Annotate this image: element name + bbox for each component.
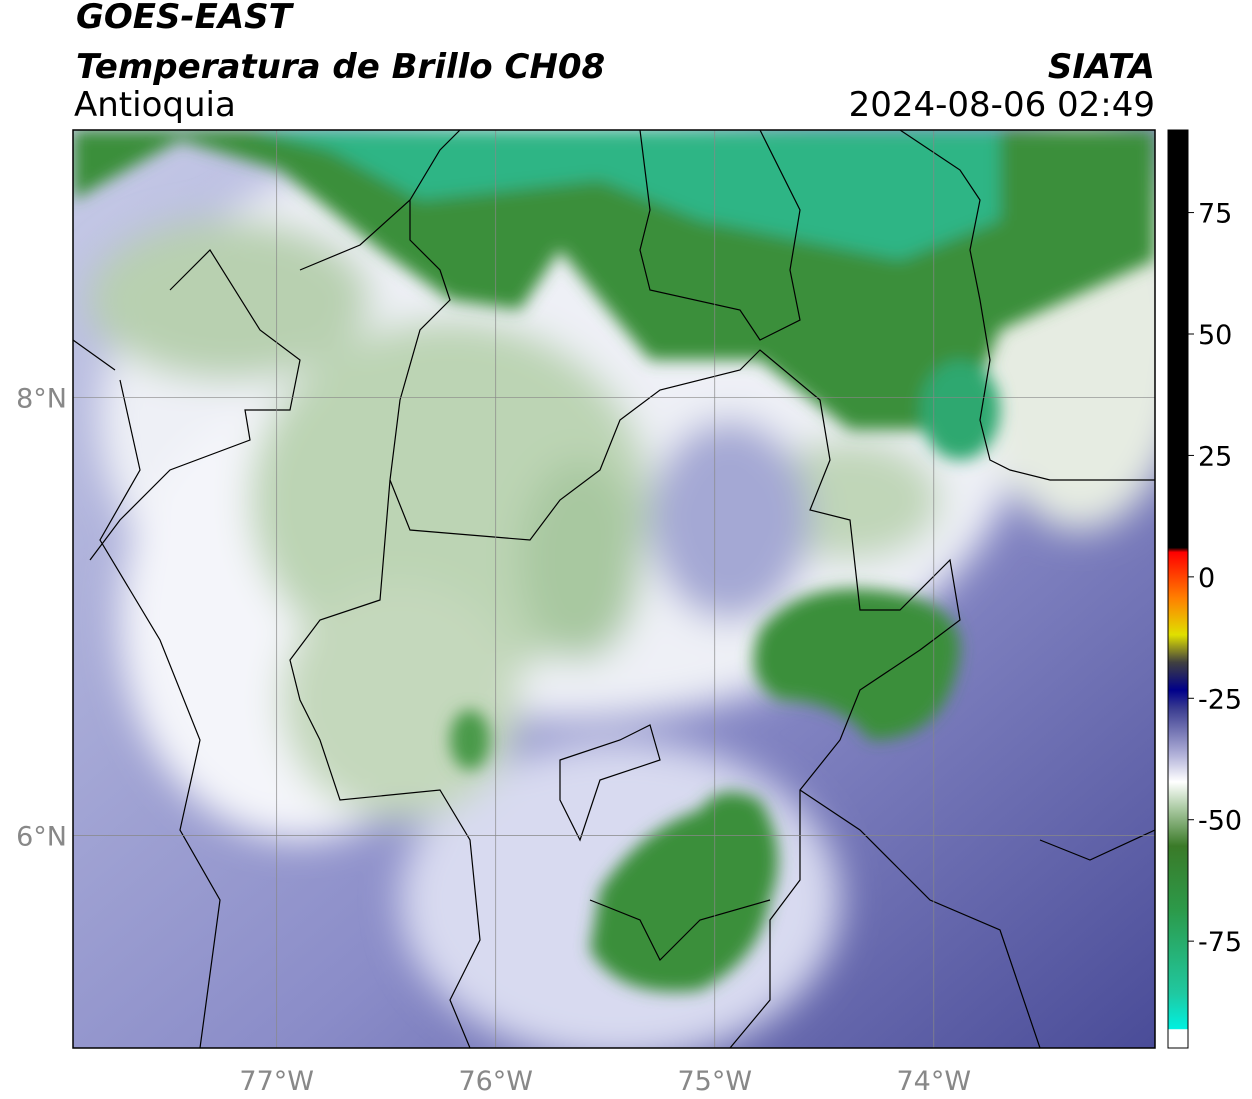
colorbar-tick-label: 0 xyxy=(1198,563,1215,594)
colorbar-tick-label: 25 xyxy=(1198,441,1232,472)
x-tick-label: 74°W xyxy=(897,1066,972,1097)
colorbar-tick-label: -25 xyxy=(1198,684,1242,715)
map-frame xyxy=(72,129,1156,1049)
colorbar-tick-label: -50 xyxy=(1198,806,1242,837)
subtitle: Temperatura de Brillo CH08 xyxy=(76,47,605,87)
colorbar xyxy=(1167,129,1189,1049)
colorbar-tick-label: 75 xyxy=(1198,199,1232,230)
source: SIATA xyxy=(1048,47,1155,87)
grid xyxy=(73,130,1155,1048)
y-tick-label: 6°N xyxy=(16,821,67,852)
colorbar-tick-label: 50 xyxy=(1198,320,1232,351)
region: Antioquia xyxy=(74,85,236,125)
x-tick-label: 77°W xyxy=(239,1066,314,1097)
colorbar-tick-label: -75 xyxy=(1198,927,1242,958)
x-tick-label: 76°W xyxy=(458,1066,533,1097)
datetime: 2024-08-06 02:49 xyxy=(849,85,1155,125)
borders xyxy=(73,130,1155,1048)
title: GOES-EAST xyxy=(76,0,295,37)
y-tick-label: 8°N xyxy=(16,383,67,414)
map-image xyxy=(73,130,1155,1048)
x-tick-label: 75°W xyxy=(677,1066,752,1097)
